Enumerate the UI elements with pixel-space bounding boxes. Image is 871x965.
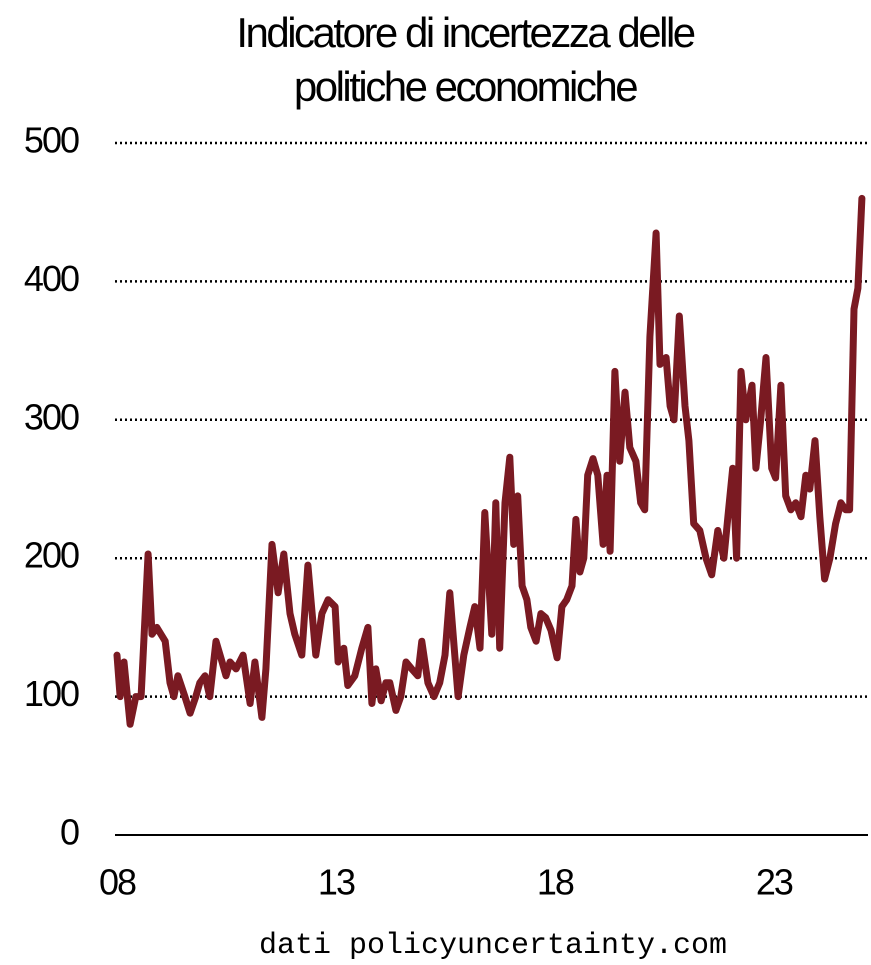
data-line bbox=[113, 194, 866, 728]
chart-title: politiche economiche bbox=[294, 63, 637, 110]
y-tick-label: 0 bbox=[60, 812, 79, 853]
y-tick-label: 100 bbox=[24, 673, 79, 714]
x-tick-label: 18 bbox=[537, 862, 574, 903]
x-tick-label: 23 bbox=[756, 862, 793, 903]
y-tick-label: 400 bbox=[24, 258, 79, 299]
chart-title: Indicatore di incertezza delle bbox=[236, 9, 694, 56]
x-tick-label: 13 bbox=[318, 862, 355, 903]
source-note: dati policyuncertainty.com bbox=[259, 929, 727, 963]
y-tick-label: 200 bbox=[24, 535, 79, 576]
y-tick-label: 300 bbox=[24, 396, 79, 437]
y-tick-label: 500 bbox=[24, 120, 79, 161]
x-tick-label: 08 bbox=[99, 862, 136, 903]
